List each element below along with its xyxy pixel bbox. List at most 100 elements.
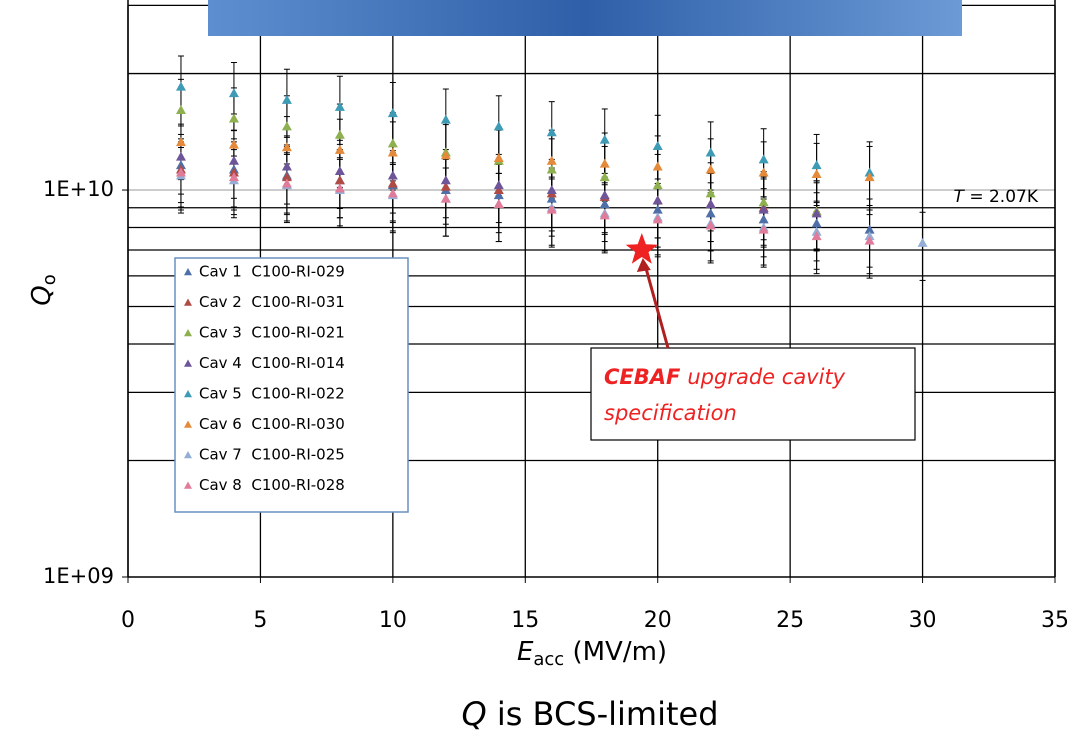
point bbox=[811, 169, 822, 179]
point bbox=[440, 181, 451, 191]
point bbox=[652, 180, 663, 190]
point bbox=[599, 190, 610, 200]
legend-marker bbox=[184, 268, 192, 276]
legend-marker bbox=[184, 298, 192, 306]
point bbox=[811, 218, 822, 228]
point bbox=[758, 224, 769, 234]
point bbox=[811, 208, 822, 218]
marks bbox=[175, 55, 928, 281]
point bbox=[387, 188, 398, 198]
point bbox=[758, 167, 769, 177]
annotation-line: specification bbox=[604, 401, 737, 425]
point bbox=[652, 204, 663, 214]
point bbox=[281, 121, 292, 131]
x-tick-label: 30 bbox=[909, 608, 937, 633]
point bbox=[334, 129, 345, 139]
point bbox=[175, 104, 186, 114]
caption: Q is BCS-limited bbox=[461, 695, 718, 733]
point bbox=[546, 164, 557, 174]
x-label-subscript: acc bbox=[533, 649, 564, 670]
point bbox=[493, 121, 504, 131]
point bbox=[440, 175, 451, 185]
legend-marker bbox=[184, 390, 192, 398]
x-label-space bbox=[564, 637, 572, 667]
point bbox=[281, 161, 292, 171]
point bbox=[546, 204, 557, 214]
point bbox=[175, 137, 186, 147]
legend-marker bbox=[184, 481, 192, 489]
point bbox=[705, 147, 716, 157]
legend-box bbox=[174, 257, 409, 513]
point bbox=[917, 237, 928, 247]
y-tick-label: 1E+09 bbox=[43, 564, 114, 588]
annotation-box bbox=[590, 347, 916, 441]
point bbox=[493, 152, 504, 162]
x-axis-label: Eacc (MV/m) bbox=[517, 637, 667, 671]
point bbox=[228, 167, 239, 177]
y-tick-label: 1E+10 bbox=[43, 177, 114, 201]
point bbox=[758, 204, 769, 214]
point bbox=[599, 199, 610, 209]
point bbox=[175, 167, 186, 177]
point bbox=[281, 178, 292, 188]
point bbox=[705, 208, 716, 218]
point bbox=[652, 195, 663, 205]
point bbox=[387, 147, 398, 157]
point bbox=[811, 231, 822, 241]
x-tick-label: 0 bbox=[121, 608, 135, 633]
y-axis-label: Qo bbox=[27, 274, 61, 305]
point bbox=[652, 140, 663, 150]
y-label-symbol: Q bbox=[27, 285, 57, 305]
x-tick-label: 5 bbox=[253, 608, 267, 633]
x-tick-label: 15 bbox=[511, 608, 539, 633]
annotation-bold: CEBAF bbox=[604, 365, 681, 389]
point bbox=[758, 197, 769, 207]
legend-label: Cav 6 C100-RI-030 bbox=[199, 415, 345, 433]
point bbox=[334, 101, 345, 111]
point bbox=[599, 134, 610, 144]
point bbox=[228, 172, 239, 182]
temperature-symbol: T bbox=[954, 187, 966, 207]
annotation-text: CEBAF bbox=[604, 365, 681, 389]
arrow-head bbox=[636, 257, 651, 272]
legend-label: Cav 5 C100-RI-022 bbox=[199, 385, 345, 403]
point bbox=[334, 165, 345, 175]
point bbox=[493, 185, 504, 195]
point bbox=[811, 160, 822, 170]
point bbox=[228, 88, 239, 98]
point bbox=[334, 144, 345, 154]
point bbox=[334, 175, 345, 185]
point bbox=[387, 170, 398, 180]
legend-marker bbox=[184, 420, 192, 428]
point bbox=[864, 172, 875, 182]
x-tick-label: 10 bbox=[379, 608, 407, 633]
point bbox=[387, 108, 398, 118]
temperature-text: = 2.07K bbox=[969, 187, 1038, 207]
point bbox=[175, 151, 186, 161]
point bbox=[599, 158, 610, 168]
point bbox=[228, 139, 239, 149]
legend-label: Cav 2 C100-RI-031 bbox=[199, 293, 345, 311]
caption-space bbox=[487, 695, 497, 733]
legend-label: Cav 7 C100-RI-025 bbox=[199, 446, 345, 464]
point bbox=[758, 214, 769, 224]
legend-label: Cav 8 C100-RI-028 bbox=[199, 476, 345, 494]
point bbox=[281, 94, 292, 104]
x-tick-label: 35 bbox=[1041, 608, 1069, 633]
annotation-arrow bbox=[643, 263, 670, 349]
point bbox=[387, 138, 398, 148]
point bbox=[546, 155, 557, 165]
temperature-label: T = 2.07K bbox=[954, 187, 1039, 207]
point bbox=[864, 224, 875, 234]
legend-label: Cav 3 C100-RI-021 bbox=[199, 324, 345, 342]
legend-marker bbox=[184, 451, 192, 459]
point bbox=[705, 188, 716, 198]
x-label-symbol: E bbox=[517, 637, 534, 667]
point bbox=[864, 167, 875, 177]
spec-star bbox=[625, 233, 658, 264]
point bbox=[546, 185, 557, 195]
point bbox=[705, 199, 716, 209]
point bbox=[334, 183, 345, 193]
point bbox=[440, 114, 451, 124]
